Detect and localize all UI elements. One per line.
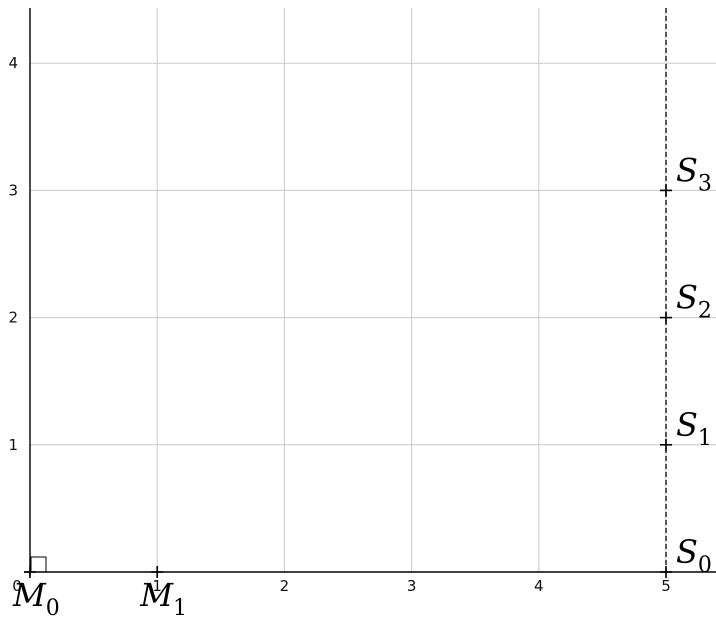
point-label: M1 xyxy=(139,576,187,620)
y-tick-label: 4 xyxy=(8,54,18,72)
point-label: S2 xyxy=(676,279,712,324)
x-tick-label: 1 xyxy=(152,577,162,595)
x-tick-label: 0 xyxy=(12,577,22,595)
axes xyxy=(24,8,716,576)
tick-labels: 0 1 2 3 4 5 1 2 3 4 xyxy=(8,54,670,595)
y-tick-label: 1 xyxy=(8,436,18,454)
right-angle-marker xyxy=(30,556,47,573)
point-s3: S3 xyxy=(660,151,712,197)
x-tick-label: 3 xyxy=(407,577,417,595)
point-label: M0 xyxy=(12,576,60,620)
point-label: S0 xyxy=(676,533,712,578)
point-label: S1 xyxy=(676,406,712,451)
y-tick-label: 2 xyxy=(8,309,18,327)
y-tick-label: 3 xyxy=(8,181,18,199)
points: M0 M1 S0 S1 S2 S3 xyxy=(12,151,712,620)
point-s2: S2 xyxy=(660,279,712,324)
point-m1: M1 xyxy=(139,566,187,620)
point-s1: S1 xyxy=(660,406,712,451)
x-tick-label: 5 xyxy=(661,577,671,595)
point-label: S3 xyxy=(676,151,712,196)
x-tick-label: 4 xyxy=(534,577,544,595)
grid xyxy=(30,8,716,572)
point-m0: M0 xyxy=(12,566,60,620)
x-tick-label: 2 xyxy=(280,577,290,595)
point-s0: S0 xyxy=(660,533,712,578)
